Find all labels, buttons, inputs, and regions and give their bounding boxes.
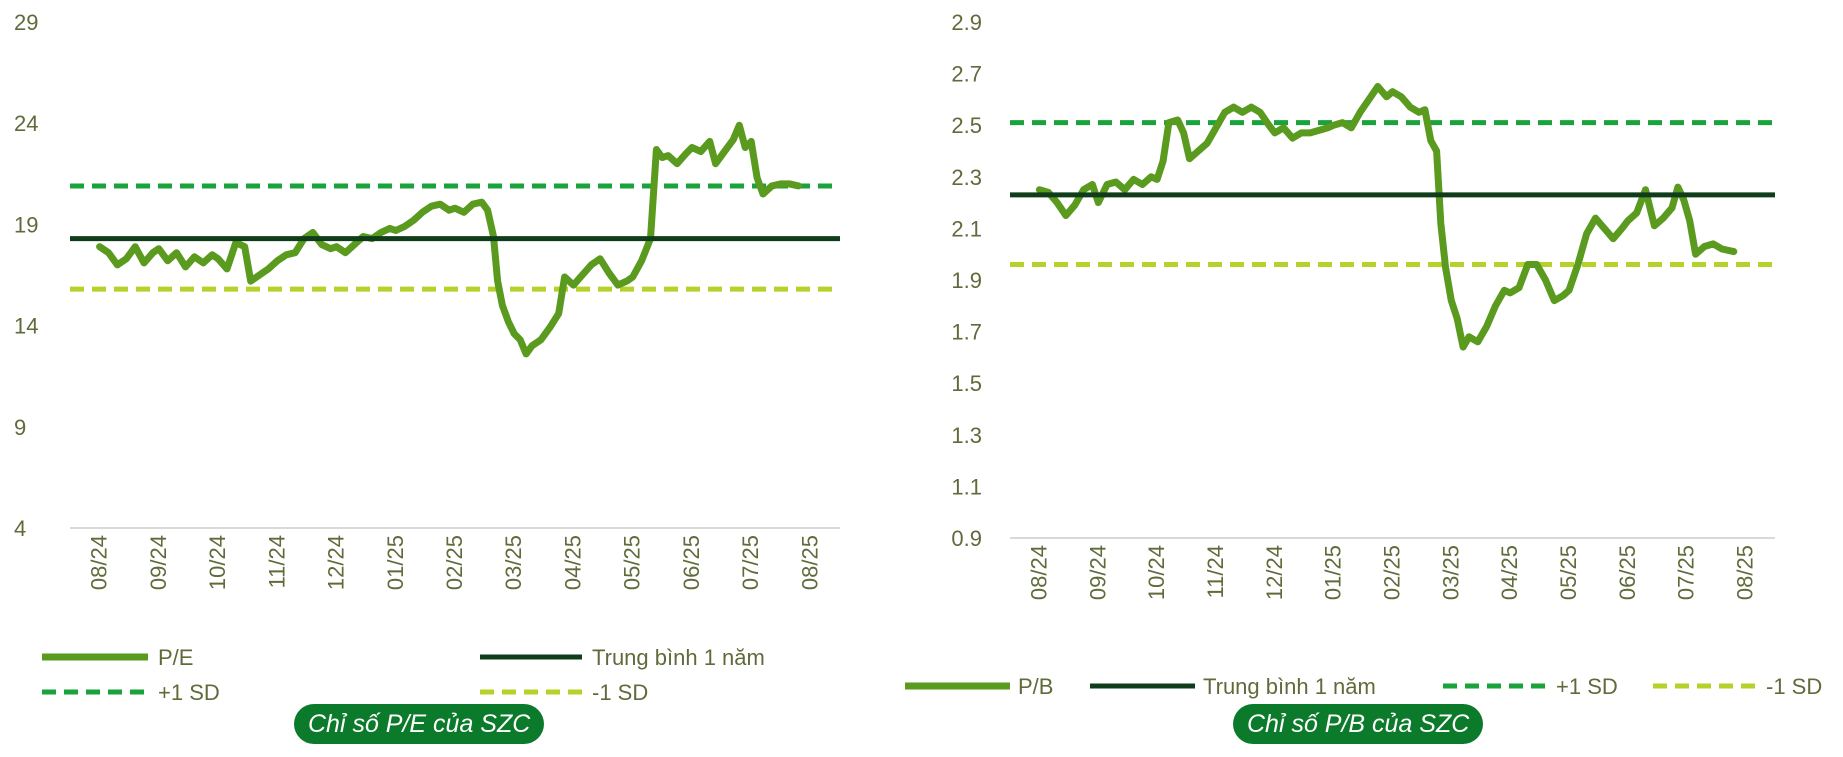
y-tick-label: 1.5 bbox=[951, 371, 982, 396]
y-tick-label: 19 bbox=[14, 212, 38, 237]
y-tick-label: 2.1 bbox=[951, 216, 982, 241]
series-line-main bbox=[1035, 83, 1738, 351]
x-tick-label: 03/25 bbox=[501, 535, 526, 590]
x-tick-label: 01/25 bbox=[1321, 545, 1346, 600]
x-tick-label: 03/25 bbox=[1438, 545, 1463, 600]
pe-chart: 29 24 19 14 9 4 08/24 09/24 10/24 11/24 12/24 01/25… bbox=[14, 10, 840, 705]
x-tick-label: 10/24 bbox=[1144, 545, 1169, 600]
x-tick-label: 04/25 bbox=[1497, 545, 1522, 600]
x-tick-label: 12/24 bbox=[324, 535, 349, 590]
x-tick-label: 07/25 bbox=[1674, 545, 1699, 600]
legend-label-minus_sd: -1 SD bbox=[1766, 674, 1822, 699]
x-tick-label: 02/25 bbox=[1380, 545, 1405, 600]
x-tick-label: 01/25 bbox=[383, 535, 408, 590]
y-tick-label: 24 bbox=[14, 111, 38, 136]
x-tick-label: 02/25 bbox=[442, 535, 467, 590]
y-tick-label: 2.3 bbox=[951, 165, 982, 190]
y-tick-label: 2.5 bbox=[951, 113, 982, 138]
pe-chart-caption: Chỉ số P/E của SZC bbox=[294, 704, 545, 744]
x-tick-label: 11/24 bbox=[1203, 545, 1228, 598]
x-tick-label: 07/25 bbox=[738, 535, 763, 590]
y-tick-label: 9 bbox=[14, 415, 26, 440]
y-tick-label: 1.7 bbox=[951, 320, 982, 345]
legend-label-main: P/E bbox=[158, 645, 193, 670]
legend-label-plus_sd: +1 SD bbox=[158, 680, 220, 705]
x-tick-label: 05/25 bbox=[1556, 545, 1581, 600]
x-tick-label: 06/25 bbox=[1615, 545, 1640, 600]
y-tick-label: 1.9 bbox=[951, 268, 982, 293]
x-tick-label: 11/24 bbox=[264, 535, 289, 588]
x-tick-label: 08/25 bbox=[797, 535, 822, 590]
pb-chart: 2.9 2.7 2.5 2.3 2.1 1.9 1.7 1.5 1.3 1.1 0.9 08/24 09… bbox=[905, 10, 1822, 699]
y-tick-label: 29 bbox=[14, 10, 38, 35]
legend-label-mean: Trung bình 1 năm bbox=[592, 645, 765, 670]
x-tick-label: 04/25 bbox=[560, 535, 585, 590]
legend-label-mean: Trung bình 1 năm bbox=[1203, 674, 1376, 699]
y-tick-label: 1.1 bbox=[951, 474, 982, 499]
x-tick-label: 06/25 bbox=[679, 535, 704, 590]
x-tick-label: 10/24 bbox=[205, 535, 230, 590]
y-tick-label: 1.3 bbox=[951, 423, 982, 448]
y-tick-label: 0.9 bbox=[951, 526, 982, 551]
y-tick-label: 2.9 bbox=[951, 10, 982, 35]
y-tick-label: 14 bbox=[14, 314, 38, 339]
x-tick-label: 08/24 bbox=[1026, 545, 1051, 600]
y-tick-label: 4 bbox=[14, 516, 26, 541]
x-tick-label: 08/24 bbox=[87, 535, 112, 590]
legend-label-minus_sd: -1 SD bbox=[592, 680, 648, 705]
x-tick-label: 09/24 bbox=[1085, 545, 1110, 600]
x-tick-label: 05/25 bbox=[620, 535, 645, 590]
y-tick-label: 2.7 bbox=[951, 62, 982, 87]
series-line-main bbox=[96, 121, 802, 358]
legend-label-plus_sd: +1 SD bbox=[1556, 674, 1618, 699]
legend-label-main: P/B bbox=[1018, 674, 1053, 699]
x-tick-label: 12/24 bbox=[1262, 545, 1287, 600]
x-tick-label: 08/25 bbox=[1733, 545, 1758, 600]
pb-chart-caption: Chỉ số P/B của SZC bbox=[1233, 704, 1484, 744]
x-tick-label: 09/24 bbox=[146, 535, 171, 590]
